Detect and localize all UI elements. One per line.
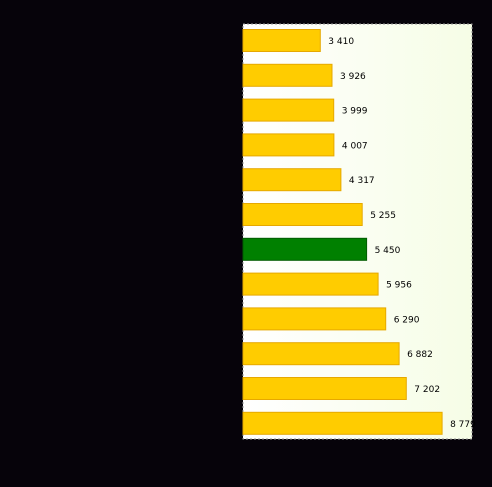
data-label: 6 882 [407,350,433,360]
data-label: 5 956 [386,281,412,291]
bar [242,411,443,435]
bars-group [242,29,443,435]
data-label: 7 202 [414,385,440,395]
data-label: 3 926 [340,72,366,82]
data-label: 4 007 [342,141,368,151]
data-label: 5 255 [370,211,396,221]
data-label: 3 999 [342,107,368,117]
data-label: 8 779 [450,420,476,430]
bar [242,63,333,87]
plot-background [242,23,473,440]
bar [242,168,342,192]
bar [242,98,335,122]
bar [242,29,321,52]
data-label: 4 317 [349,176,375,186]
bar [242,203,363,226]
bar [242,133,335,157]
bar [242,307,387,331]
data-label: 3 410 [328,37,354,47]
bar-highlighted [242,237,368,261]
bar [242,342,400,366]
bar [242,272,379,296]
value-labels-group: 3 410 3 926 3 999 4 007 4 317 5 255 5 450 5 956… [328,37,476,430]
data-label: 5 450 [375,246,401,256]
data-label: 6 290 [394,315,420,325]
bar [242,377,407,400]
